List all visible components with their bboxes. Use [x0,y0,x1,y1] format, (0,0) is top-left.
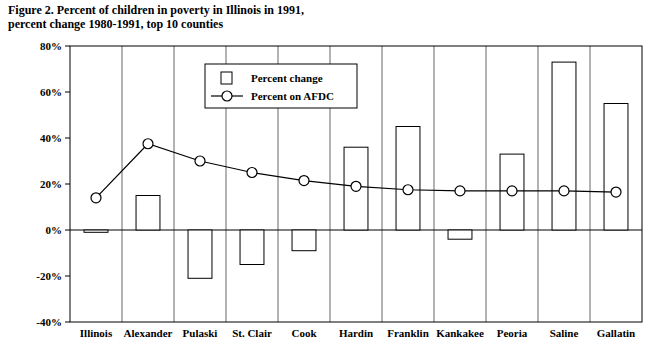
x-tick-label: Alexander [124,327,173,339]
legend-label: Percent on AFDC [251,90,334,102]
y-tick [65,322,70,323]
y-tick [65,46,70,47]
marker [91,193,101,203]
marker [247,168,257,178]
marker [611,187,621,197]
bar [188,230,212,278]
title: Figure 2. Percent of children in poverty… [8,3,304,17]
bar [500,154,524,230]
category-separator [434,46,435,322]
x-tick-label: Hardin [339,327,373,339]
bar [552,62,576,230]
x-tick-label: Gallatin [597,327,636,339]
marker [351,181,361,191]
bar [84,230,108,232]
y-tick [65,184,70,185]
category-separator [174,46,175,322]
y-tick-label: -40% [36,316,62,328]
bar [604,104,628,231]
y-tick [65,230,70,231]
legend-marker [222,91,232,101]
category-separator [538,46,539,322]
line [96,144,616,198]
marker [507,186,517,196]
category-separator [486,46,487,322]
title: percent change 1980-1991, top 10 countie… [8,17,223,31]
y-tick [65,92,70,93]
x-tick-label: Peoria [497,327,528,339]
marker [143,139,153,149]
y-tick-label: 0% [46,224,63,236]
x-tick-label: Kankakee [436,327,484,339]
marker [299,176,309,186]
legend-swatch [221,72,232,84]
legend-label: Percent change [251,72,323,84]
category-separator [590,46,591,322]
bar [396,127,420,231]
bar [448,230,472,239]
marks [84,62,628,278]
y-tick-label: 20% [40,178,62,190]
category-separator [382,46,383,322]
marker [195,156,205,166]
bar [292,230,316,251]
legend-box [205,64,357,108]
bar [136,196,160,231]
x-tick-label: Saline [550,327,579,339]
marker [559,186,569,196]
plot-frame [70,46,642,322]
x-tick-label: Pulaski [183,327,218,339]
x-tick-label: Franklin [387,327,429,339]
marker [455,186,465,196]
x-tick-label: Cook [291,327,317,339]
y-tick [65,138,70,139]
chart: Figure 2. Percent of children in poverty… [0,0,650,342]
category-separator [122,46,123,322]
x-tick-label: St. Clair [232,327,272,339]
y-tick-label: 80% [40,40,62,52]
y-tick-label: 60% [40,86,62,98]
y-tick-label: -20% [36,270,62,282]
x-tick-label: Illinois [80,327,113,339]
marker [403,185,413,195]
bar [240,230,264,265]
bar [344,147,368,230]
y-tick-label: 40% [40,132,62,144]
y-tick [65,276,70,277]
